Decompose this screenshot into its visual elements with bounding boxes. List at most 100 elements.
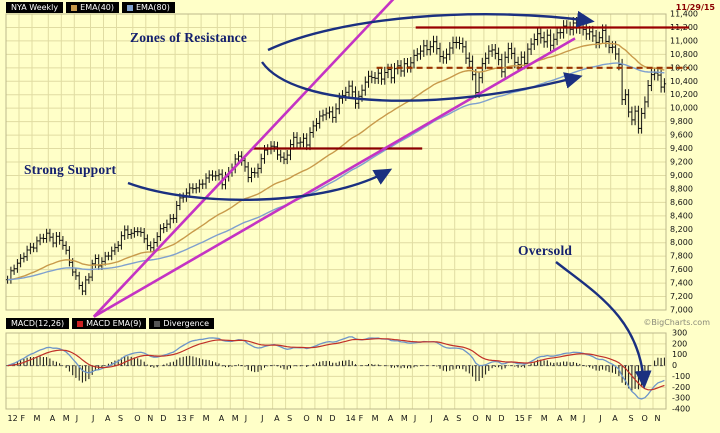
svg-text:9,400: 9,400 [670, 144, 693, 153]
svg-text:A: A [612, 414, 618, 423]
arrow-to-dashed-resistance [261, 61, 583, 102]
svg-text:7,200: 7,200 [670, 292, 693, 301]
gridlines [5, 13, 666, 410]
svg-text:7,600: 7,600 [670, 265, 693, 274]
symbol-label: NYA Weekly [6, 2, 64, 13]
svg-text:M: M [372, 414, 379, 423]
legend-ema40: EMA(40) [66, 2, 119, 13]
arrow-to-upper-resistance [267, 10, 595, 52]
ohlc-bars [5, 17, 667, 296]
svg-text:12: 12 [8, 414, 18, 423]
ema80-marker-icon [127, 4, 133, 11]
svg-text:8,000: 8,000 [670, 238, 693, 247]
svg-text:M: M [401, 414, 408, 423]
svg-text:S: S [287, 414, 292, 423]
legend-divergence: Divergence [149, 318, 214, 329]
svg-text:D: D [498, 414, 504, 423]
macd-ema-marker-icon [77, 320, 84, 327]
svg-text:N: N [316, 414, 322, 423]
svg-text:7,400: 7,400 [670, 279, 693, 288]
price-axis-labels: 7,000 7,200 7,400 7,600 7,800 8,000 8,200 8,400… [670, 10, 698, 315]
svg-text:J: J [91, 414, 94, 423]
svg-text:A: A [219, 414, 225, 423]
price-panel-header: NYA Weekly EMA(40) EMA(80) [6, 2, 175, 13]
svg-text:J: J [75, 414, 78, 423]
svg-text:7,000: 7,000 [670, 306, 693, 315]
svg-text:O: O [134, 414, 140, 423]
price-panel-frame [5, 13, 667, 311]
svg-text:13: 13 [177, 414, 187, 423]
svg-text:9,200: 9,200 [670, 158, 693, 167]
svg-text:O: O [303, 414, 309, 423]
macd-line [7, 336, 665, 400]
svg-text:S: S [118, 414, 123, 423]
svg-text:10,400: 10,400 [670, 77, 698, 86]
divergence-histogram [10, 355, 665, 391]
svg-text:A: A [50, 414, 56, 423]
legend-ema40-label: EMA(40) [80, 3, 114, 12]
svg-text:J: J [244, 414, 247, 423]
svg-text:J: J [260, 414, 263, 423]
svg-text:J: J [598, 414, 601, 423]
svg-text:200: 200 [672, 339, 687, 348]
svg-text:M: M [34, 414, 41, 423]
svg-text:J: J [413, 414, 416, 423]
macd-signal-line [7, 338, 665, 391]
svg-text:A: A [443, 414, 449, 423]
svg-text:F: F [190, 414, 195, 423]
macd-panel-header: MACD(12,26) MACD EMA(9) Divergence [6, 318, 214, 329]
arrow-to-oversold-macd [555, 261, 652, 389]
ema40-marker-icon [71, 4, 78, 11]
trendline-2 [93, 37, 576, 318]
svg-text:11,000: 11,000 [670, 36, 698, 45]
macd-label: MACD(12,26) [6, 318, 70, 329]
legend-macd-ema: MACD EMA(9) [72, 318, 147, 329]
svg-text:M: M [203, 414, 210, 423]
macd-panel-frame [5, 332, 667, 410]
svg-text:10,800: 10,800 [670, 50, 698, 59]
svg-text:S: S [456, 414, 461, 423]
x-axis-labels: 12 F M A M J J A S O N D 13 F M A M J J A S O N D 14 F M A M J J A S O N D 1… [8, 414, 661, 423]
svg-text:J: J [582, 414, 585, 423]
svg-text:300: 300 [672, 329, 687, 338]
svg-text:14: 14 [346, 414, 356, 423]
svg-text:15: 15 [515, 414, 525, 423]
symbol-label-text: NYA Weekly [11, 3, 59, 12]
svg-text:100: 100 [672, 350, 687, 359]
svg-text:8,200: 8,200 [670, 225, 693, 234]
svg-text:A: A [274, 414, 280, 423]
svg-text:O: O [472, 414, 478, 423]
svg-text:9,000: 9,000 [670, 171, 693, 180]
legend-macd-ema-label: MACD EMA(9) [86, 319, 142, 328]
svg-text:F: F [21, 414, 26, 423]
svg-text:N: N [485, 414, 491, 423]
legend-ema80: EMA(80) [122, 2, 175, 13]
annotation-oversold: Oversold [518, 243, 573, 258]
svg-text:N: N [147, 414, 153, 423]
svg-text:O: O [642, 414, 648, 423]
divergence-marker-icon [154, 320, 161, 327]
svg-text:M: M [63, 414, 70, 423]
svg-text:11,400: 11,400 [670, 10, 698, 19]
overlay-EMA(40) [7, 42, 665, 281]
arrow-to-support-line [127, 168, 393, 201]
svg-text:10,600: 10,600 [670, 63, 698, 72]
svg-text:D: D [329, 414, 335, 423]
bigcharts-watermark: ©BigCharts.com [643, 318, 710, 327]
annotation-zones-of-resistance: Zones of Resistance [130, 30, 248, 45]
legend-divergence-label: Divergence [163, 319, 209, 328]
svg-text:10,000: 10,000 [670, 104, 698, 113]
svg-text:8,600: 8,600 [670, 198, 693, 207]
annotation-strong-support: Strong Support [24, 162, 117, 177]
svg-text:M: M [232, 414, 239, 423]
svg-text:10,200: 10,200 [670, 90, 698, 99]
svg-text:9,800: 9,800 [670, 117, 693, 126]
svg-text:-300: -300 [672, 394, 690, 403]
svg-text:F: F [528, 414, 533, 423]
svg-text:F: F [359, 414, 364, 423]
chart-date: 11/29/15 [675, 3, 715, 12]
svg-text:8,400: 8,400 [670, 211, 693, 220]
svg-text:M: M [570, 414, 577, 423]
